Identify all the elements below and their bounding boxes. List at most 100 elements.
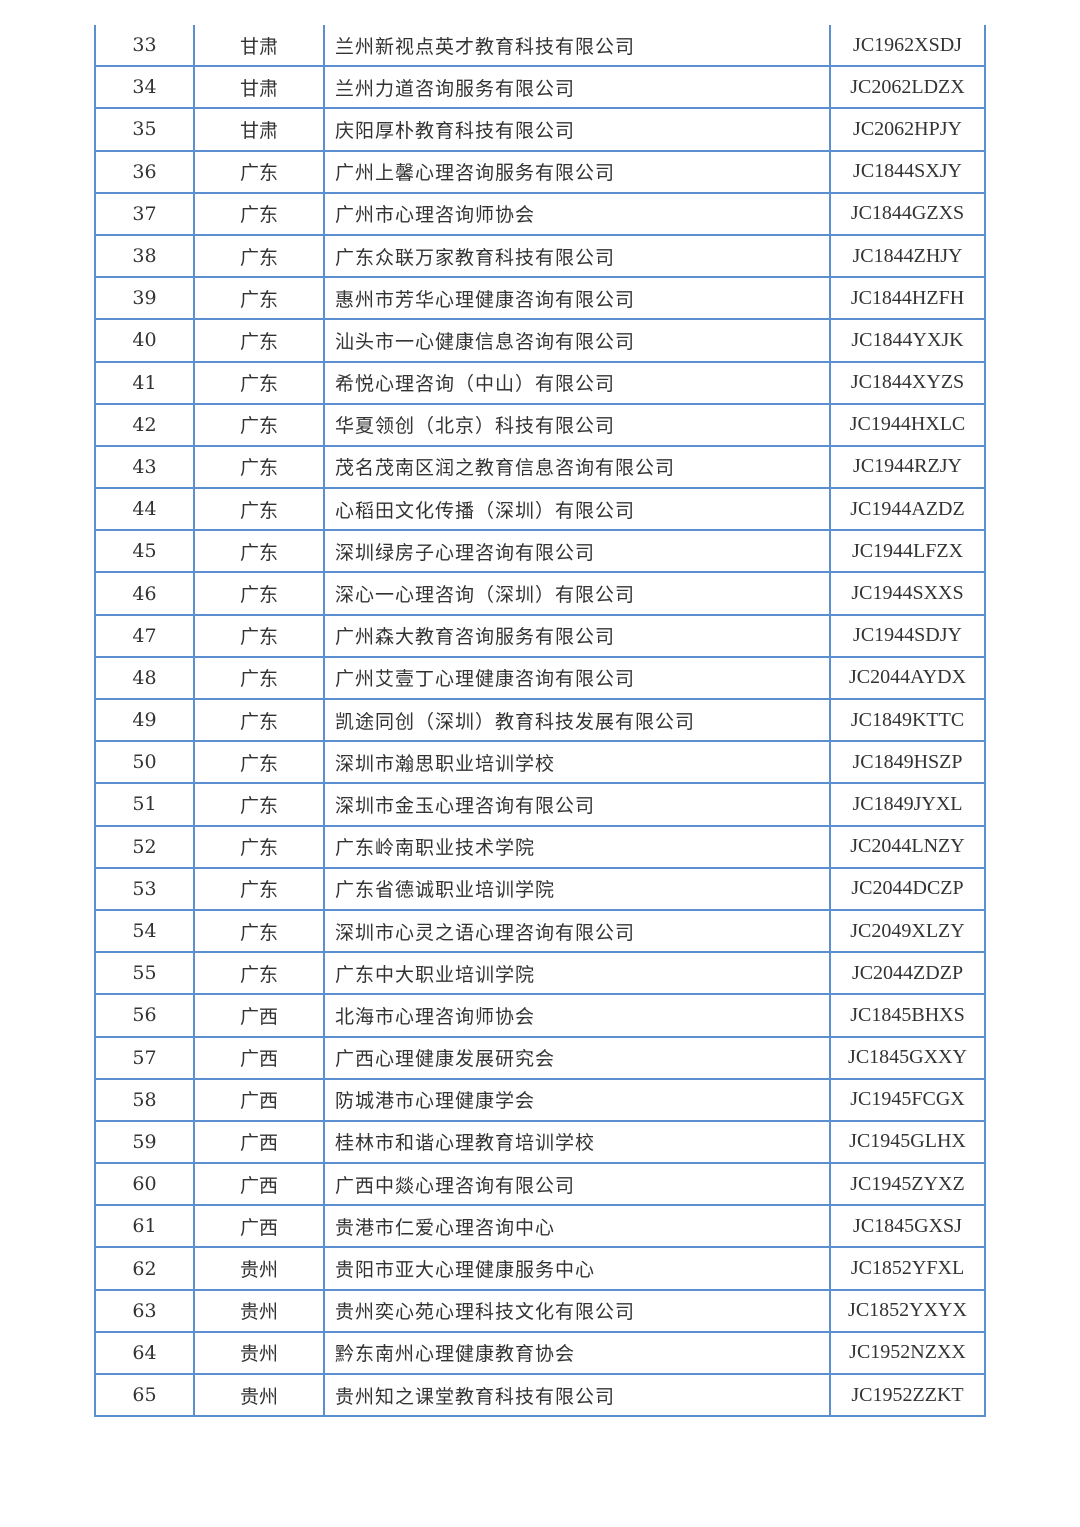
institution-code-cell: JC1845BHXS [829, 993, 986, 1038]
table-row: 36 广东 广州上馨心理咨询服务有限公司 JC1844SXJY [94, 149, 986, 194]
table-row: 61 广西 贵港市仁爱心理咨询中心 JC1845GXSJ [94, 1204, 986, 1249]
table-row: 35 甘肃 庆阳厚朴教育科技有限公司 JC2062HPJY [94, 107, 986, 152]
row-number: 51 [94, 782, 195, 827]
row-number: 41 [94, 360, 195, 405]
institution-code-cell: JC1844XYZS [829, 360, 986, 405]
institution-code-cell: JC1952NZXX [829, 1330, 986, 1376]
institution-code-cell: JC2044AYDX [829, 655, 986, 701]
institution-name-cell: 贵州知之课堂教育科技有限公司 [323, 1372, 831, 1418]
province-cell: 甘肃 [193, 25, 325, 68]
institution-name-cell: 茂名茂南区润之教育信息咨询有限公司 [323, 444, 831, 490]
institution-name-cell: 广东省德诚职业培训学院 [323, 866, 831, 911]
province-cell: 广西 [193, 1119, 325, 1165]
province-cell: 广东 [193, 529, 325, 574]
institution-code-cell: JC1844ZHJY [829, 233, 986, 279]
institution-code-cell: JC2044LNZY [829, 824, 986, 869]
institution-name-cell: 广州艾壹丁心理健康咨询有限公司 [323, 655, 831, 701]
row-number: 38 [94, 233, 195, 279]
row-number: 36 [94, 149, 195, 194]
row-number: 65 [94, 1372, 195, 1418]
row-number: 34 [94, 65, 195, 110]
institution-name-cell: 凯途同创（深圳）教育科技发展有限公司 [323, 697, 831, 743]
row-number: 46 [94, 571, 195, 616]
province-cell: 广东 [193, 487, 325, 532]
province-cell: 广西 [193, 1035, 325, 1080]
table-row: 39 广东 惠州市芳华心理健康咨询有限公司 JC1844HZFH [94, 276, 986, 321]
institution-name-cell: 黔东南州心理健康教育协会 [323, 1330, 831, 1376]
institution-name-cell: 广西中燚心理咨询有限公司 [323, 1162, 831, 1207]
institution-code-cell: JC1945ZYXZ [829, 1162, 986, 1207]
row-number: 48 [94, 655, 195, 701]
row-number: 53 [94, 866, 195, 911]
institution-name-cell: 深圳绿房子心理咨询有限公司 [323, 529, 831, 574]
province-cell: 广东 [193, 318, 325, 363]
institution-code-cell: JC1845GXXY [829, 1035, 986, 1080]
province-cell: 贵州 [193, 1372, 325, 1418]
table-row: 38 广东 广东众联万家教育科技有限公司 JC1844ZHJY [94, 233, 986, 279]
table-row: 58 广西 防城港市心理健康学会 JC1945FCGX [94, 1077, 986, 1122]
row-number: 56 [94, 993, 195, 1038]
table-row: 62 贵州 贵阳市亚大心理健康服务中心 JC1852YFXL [94, 1246, 986, 1291]
institution-name-cell: 广东众联万家教育科技有限公司 [323, 233, 831, 279]
institution-code-cell: JC2044DCZP [829, 866, 986, 911]
row-number: 61 [94, 1204, 195, 1249]
institution-name-cell: 广州森大教育咨询服务有限公司 [323, 613, 831, 658]
institution-name-cell: 广西心理健康发展研究会 [323, 1035, 831, 1080]
province-cell: 广西 [193, 1204, 325, 1249]
table-row: 52 广东 广东岭南职业技术学院 JC2044LNZY [94, 824, 986, 869]
institution-code-cell: JC1944HXLC [829, 402, 986, 447]
institution-code-cell: JC1844YXJK [829, 318, 986, 363]
institution-name-cell: 兰州新视点英才教育科技有限公司 [323, 25, 831, 68]
institution-name-cell: 广东岭南职业技术学院 [323, 824, 831, 869]
table-row: 42 广东 华夏领创（北京）科技有限公司 JC1944HXLC [94, 402, 986, 447]
province-cell: 广东 [193, 866, 325, 911]
institution-name-cell: 广州上馨心理咨询服务有限公司 [323, 149, 831, 194]
row-number: 44 [94, 487, 195, 532]
province-cell: 贵州 [193, 1330, 325, 1376]
institution-code-cell: JC2062LDZX [829, 65, 986, 110]
row-number: 64 [94, 1330, 195, 1376]
institution-code-cell: JC2062HPJY [829, 107, 986, 152]
institution-name-cell: 华夏领创（北京）科技有限公司 [323, 402, 831, 447]
table-row: 33 甘肃 兰州新视点英才教育科技有限公司 JC1962XSDJ [94, 25, 986, 68]
institution-name-cell: 桂林市和谐心理教育培训学校 [323, 1119, 831, 1165]
province-cell: 广东 [193, 444, 325, 490]
institution-name-cell: 广州市心理咨询师协会 [323, 191, 831, 236]
province-cell: 广东 [193, 613, 325, 658]
row-number: 60 [94, 1162, 195, 1207]
province-cell: 广东 [193, 571, 325, 616]
table-row: 46 广东 深心一心理咨询（深圳）有限公司 JC1944SXXS [94, 571, 986, 616]
province-cell: 广东 [193, 149, 325, 194]
row-number: 50 [94, 740, 195, 785]
table-row: 50 广东 深圳市瀚思职业培训学校 JC1849HSZP [94, 740, 986, 785]
table-row: 37 广东 广州市心理咨询师协会 JC1844GZXS [94, 191, 986, 236]
institution-code-cell: JC1849JYXL [829, 782, 986, 827]
province-cell: 广东 [193, 402, 325, 447]
table-row: 47 广东 广州森大教育咨询服务有限公司 JC1944SDJY [94, 613, 986, 658]
institution-name-cell: 汕头市一心健康信息咨询有限公司 [323, 318, 831, 363]
province-cell: 广东 [193, 908, 325, 954]
province-cell: 广东 [193, 655, 325, 701]
institution-code-cell: JC1962XSDJ [829, 25, 986, 68]
table-row: 44 广东 心稻田文化传播（深圳）有限公司 JC1944AZDZ [94, 487, 986, 532]
institution-code-cell: JC1945GLHX [829, 1119, 986, 1165]
institution-name-cell: 惠州市芳华心理健康咨询有限公司 [323, 276, 831, 321]
institution-code-cell: JC1944SDJY [829, 613, 986, 658]
table-row: 65 贵州 贵州知之课堂教育科技有限公司 JC1952ZZKT [94, 1372, 986, 1418]
institution-name-cell: 深圳市心灵之语心理咨询有限公司 [323, 908, 831, 954]
table-row: 59 广西 桂林市和谐心理教育培训学校 JC1945GLHX [94, 1119, 986, 1165]
province-cell: 广东 [193, 191, 325, 236]
province-cell: 广东 [193, 782, 325, 827]
row-number: 54 [94, 908, 195, 954]
institution-name-cell: 深圳市瀚思职业培训学校 [323, 740, 831, 785]
institution-code-cell: JC1852YXYX [829, 1288, 986, 1333]
row-number: 33 [94, 25, 195, 68]
institution-name-cell: 深心一心理咨询（深圳）有限公司 [323, 571, 831, 616]
institution-code-cell: JC1944LFZX [829, 529, 986, 574]
table-row: 53 广东 广东省德诚职业培训学院 JC2044DCZP [94, 866, 986, 911]
institution-code-cell: JC1945FCGX [829, 1077, 986, 1122]
institution-name-cell: 兰州力道咨询服务有限公司 [323, 65, 831, 110]
province-cell: 广东 [193, 740, 325, 785]
row-number: 39 [94, 276, 195, 321]
institution-code-cell: JC1844SXJY [829, 149, 986, 194]
